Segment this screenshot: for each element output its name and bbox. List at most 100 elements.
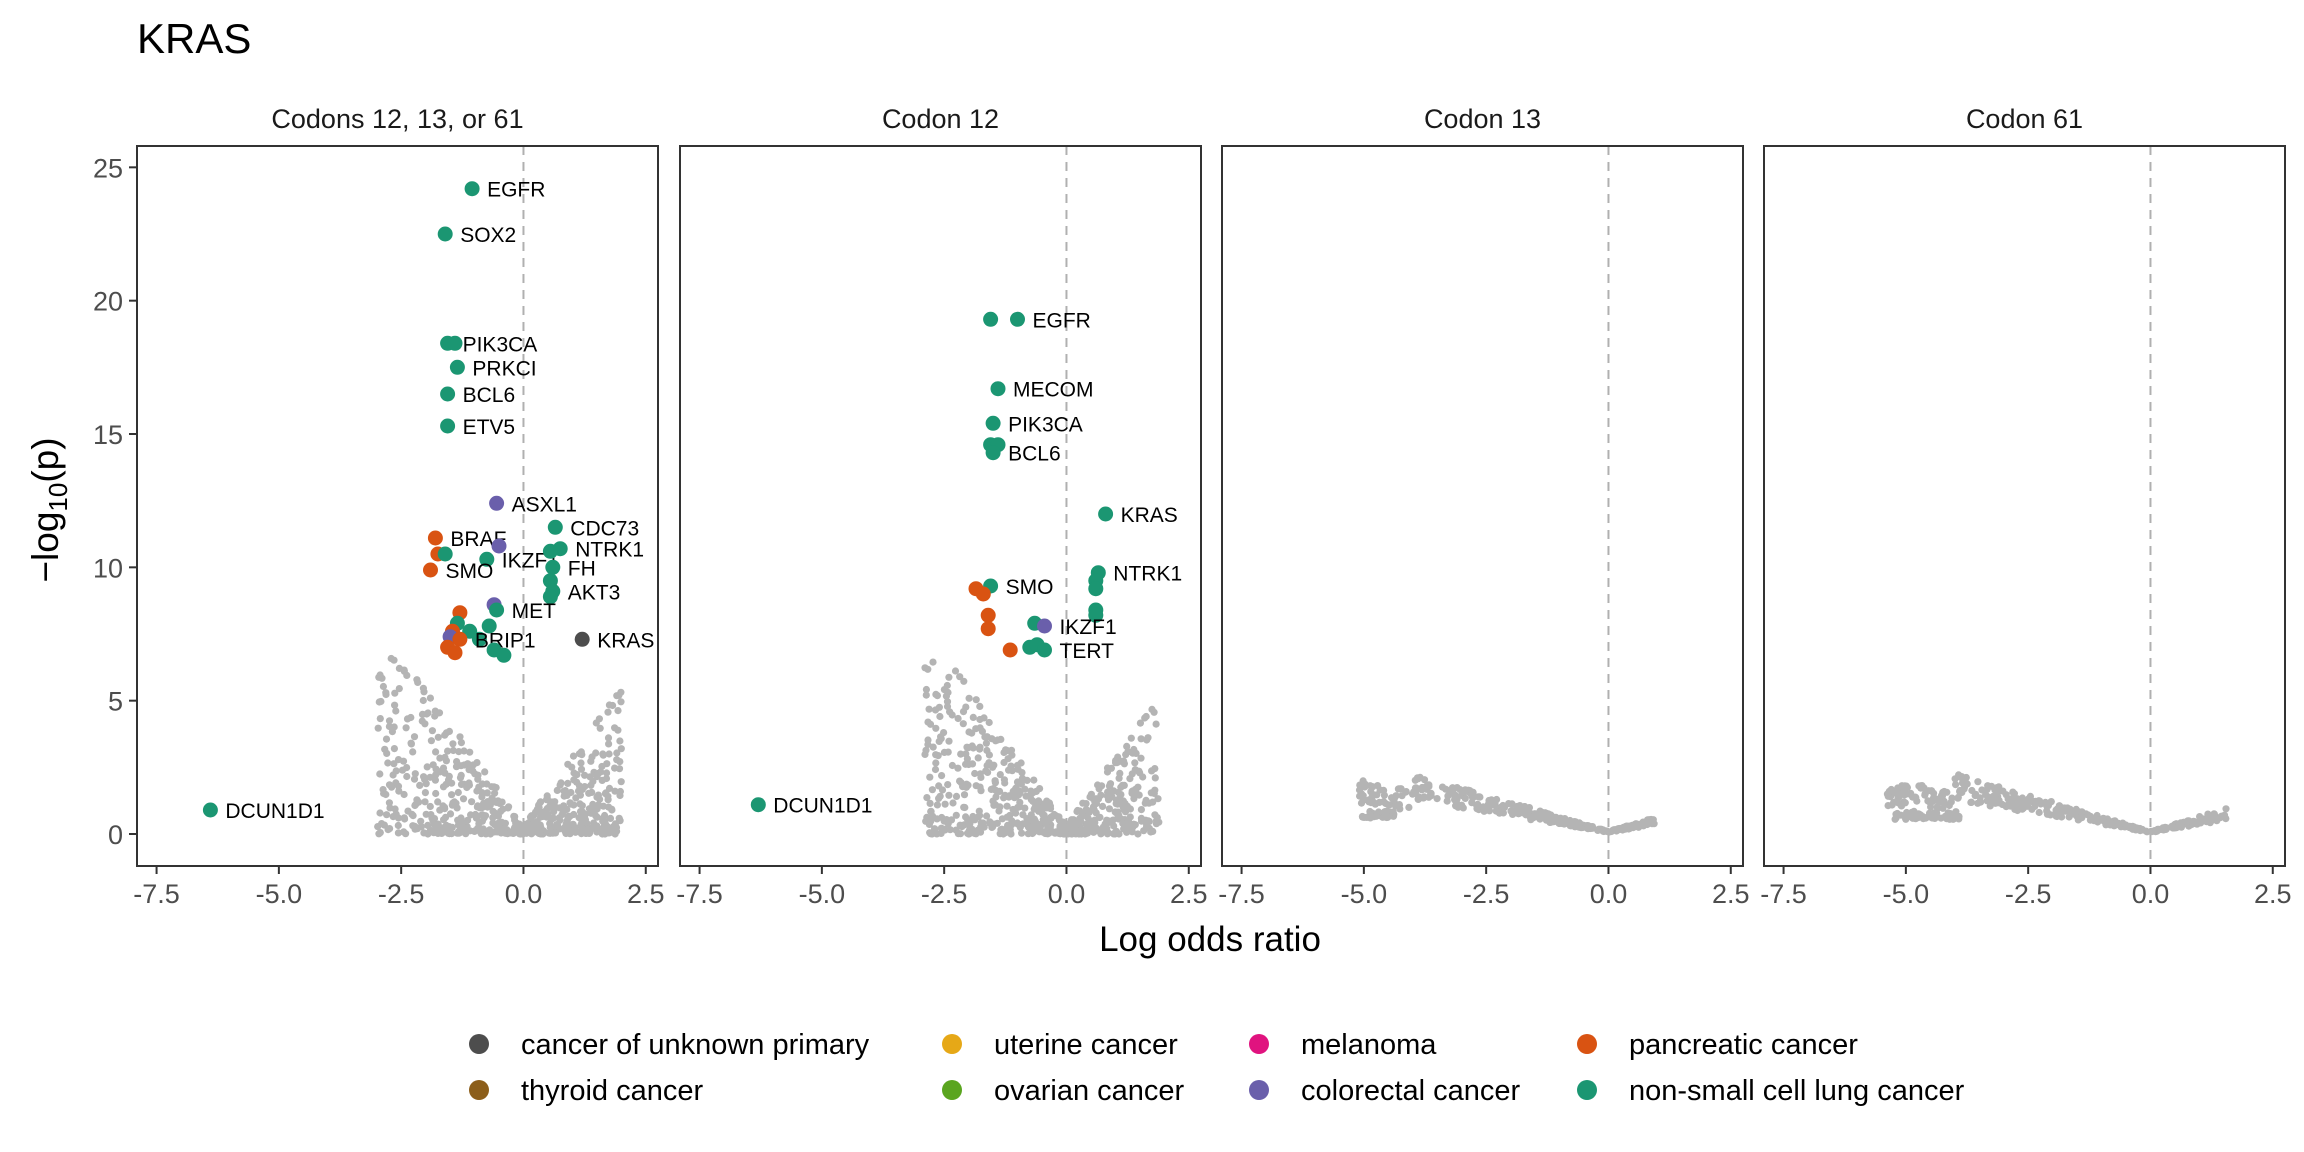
background-point (2059, 805, 2068, 813)
legend-key-dot (469, 1034, 489, 1054)
legend-item: uterine cancer (942, 1029, 1178, 1061)
background-point (956, 673, 964, 681)
background-point (385, 781, 394, 789)
background-point (385, 717, 394, 725)
x-tick-label: -2.5 (921, 879, 968, 909)
legend-key-dot (1249, 1080, 1269, 1100)
highlighted-point (1002, 642, 1018, 658)
x-tick-label: 2.5 (1170, 879, 1208, 909)
background-point (987, 785, 995, 794)
background-point (1030, 776, 1038, 784)
background-point (985, 751, 994, 759)
background-point (962, 760, 970, 768)
highlighted-point (471, 631, 487, 647)
background-point (961, 803, 969, 812)
background-point (543, 796, 551, 804)
legend-item: melanoma (1249, 1029, 1437, 1061)
x-tick-label: -2.5 (2005, 879, 2052, 909)
legend-item: non-small cell lung cancer (1577, 1075, 1965, 1107)
background-point (586, 773, 594, 781)
background-point (469, 767, 477, 775)
background-point (448, 830, 456, 838)
background-point (929, 658, 937, 666)
background-point (1003, 802, 1011, 810)
background-point (390, 745, 398, 753)
background-point (928, 812, 937, 820)
background-point (929, 743, 937, 751)
legend-key-dot (942, 1034, 962, 1054)
background-point (1952, 781, 1960, 789)
background-point (2161, 825, 2169, 833)
background-point (1039, 816, 1047, 824)
background-point (456, 774, 465, 782)
background-point (382, 790, 390, 799)
background-point (989, 763, 997, 771)
background-point (1136, 719, 1144, 727)
y-tick-label: 5 (108, 687, 123, 717)
background-point (560, 802, 568, 810)
gene-label: FH (568, 557, 596, 580)
background-point (455, 748, 463, 756)
background-point (511, 813, 519, 821)
background-point (2122, 822, 2130, 830)
background-point (589, 800, 597, 809)
background-point (1508, 800, 1516, 808)
background-point (1135, 767, 1143, 776)
background-point (994, 736, 1002, 744)
background-point (420, 773, 428, 781)
figure-title: KRAS (137, 15, 251, 62)
background-point (1951, 812, 1960, 820)
background-point (1382, 807, 1390, 816)
background-point (478, 793, 486, 801)
background-point (969, 713, 977, 722)
background-point (449, 799, 457, 807)
background-point (475, 820, 483, 828)
background-point (933, 692, 942, 700)
background-point (1107, 764, 1115, 772)
background-point (1411, 789, 1419, 797)
background-point (1960, 785, 1968, 793)
background-point (478, 780, 486, 788)
background-point (466, 748, 474, 756)
background-point (940, 729, 948, 737)
highlighted-point (423, 562, 438, 578)
background-point (2099, 814, 2107, 822)
background-point (473, 787, 481, 795)
legend-label: melanoma (1301, 1029, 1437, 1061)
background-point (1496, 808, 1504, 816)
highlighted-point (489, 495, 505, 511)
background-point (1105, 782, 1114, 790)
background-point (1361, 780, 1369, 788)
background-point (957, 779, 965, 787)
background-point (938, 786, 947, 794)
background-point (954, 714, 962, 723)
background-point (1116, 794, 1124, 802)
background-point (536, 829, 544, 837)
background-point (1913, 797, 1921, 805)
background-point (432, 748, 440, 756)
y-axis-label-main: −log (25, 512, 66, 583)
background-point (392, 707, 400, 715)
background-point (1124, 817, 1132, 825)
background-point (1003, 747, 1011, 755)
background-point (1008, 751, 1016, 759)
x-tick-label: -7.5 (133, 879, 180, 909)
background-point (489, 819, 497, 827)
background-point (571, 828, 580, 836)
background-point (399, 757, 408, 765)
background-point (411, 801, 419, 810)
background-point (617, 698, 625, 706)
background-point (1019, 811, 1027, 819)
background-point (1644, 818, 1652, 827)
legend-item: ovarian cancer (942, 1075, 1185, 1107)
background-point (1603, 827, 1611, 835)
x-tick-label: 2.5 (627, 879, 665, 909)
panel-4: Codon 61 -7.5 -5.0 -2.5 0.0 2.5 (1760, 104, 2291, 909)
background-point (972, 696, 980, 704)
background-point (376, 809, 384, 817)
highlighted-point (447, 645, 463, 661)
background-point (603, 769, 611, 777)
background-point (1930, 809, 1938, 817)
background-point (417, 823, 425, 831)
panel-frame (136, 145, 659, 867)
